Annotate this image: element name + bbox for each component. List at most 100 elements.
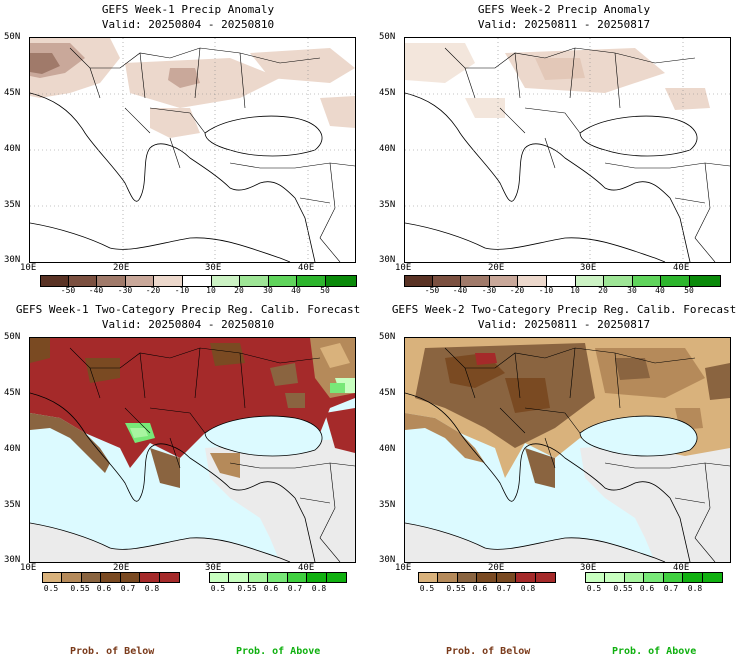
lon-label-20e: 20E <box>488 563 505 573</box>
lon-label-10e: 10E <box>395 263 412 273</box>
cbar1-label: -20 <box>145 286 161 295</box>
lat-label-35n: 35N <box>379 500 396 510</box>
swatch <box>490 276 518 286</box>
swatch <box>644 573 664 582</box>
below2-label: 0.8 <box>520 584 536 593</box>
prob-above-colorbar-1 <box>209 572 347 583</box>
lon-label-40e: 40E <box>673 263 690 273</box>
swatch <box>62 573 82 582</box>
swatch <box>326 276 356 286</box>
panel-4-valid: Valid: 20250811 - 20250817 <box>477 318 651 331</box>
swatch <box>268 573 288 582</box>
panel-3-title: GEFS Week-1 Two-Category Precip Reg. Cal… <box>15 303 361 316</box>
lat-label-40n: 40N <box>4 444 21 454</box>
below1-label: 0.55 <box>70 584 90 593</box>
cbar1-label: 20 <box>234 286 244 295</box>
swatch <box>43 573 62 582</box>
cbar2-label: 30 <box>627 286 637 295</box>
panel-1-title: GEFS Week-1 Precip Anomaly <box>101 3 275 16</box>
cbar2-label: -50 <box>424 286 440 295</box>
panel-3-valid: Valid: 20250804 - 20250810 <box>101 318 275 331</box>
cbar1-label: 10 <box>206 286 216 295</box>
below2-label: 0.5 <box>419 584 435 593</box>
swatch <box>405 276 433 286</box>
prob-below-colorbar-2 <box>418 572 556 583</box>
lat-label-40n: 40N <box>379 144 396 154</box>
swatch <box>183 276 212 286</box>
lon-label-20e: 20E <box>113 563 130 573</box>
swatch <box>604 276 633 286</box>
lat-label-35n: 35N <box>4 200 21 210</box>
swatch <box>586 573 605 582</box>
panel-1-valid: Valid: 20250804 - 20250810 <box>101 18 275 31</box>
cbar2-label: -20 <box>509 286 525 295</box>
map-week2-anomaly <box>404 37 731 263</box>
lat-label-30n: 30N <box>4 255 21 265</box>
swatch <box>547 276 576 286</box>
panel-2-valid: Valid: 20250811 - 20250817 <box>477 18 651 31</box>
swatch <box>41 276 69 286</box>
lat-label-30n: 30N <box>379 555 396 565</box>
above2-label: 0.7 <box>663 584 679 593</box>
lat-label-50n: 50N <box>4 32 21 42</box>
map-week1-anomaly <box>29 37 356 263</box>
swatch <box>458 573 477 582</box>
below1-label: 0.8 <box>144 584 160 593</box>
cbar2-label: -40 <box>452 286 468 295</box>
swatch <box>419 573 438 582</box>
lon-label-30e: 30E <box>580 563 597 573</box>
panel-2-title: GEFS Week-2 Precip Anomaly <box>477 3 651 16</box>
lon-label-10e: 10E <box>20 263 37 273</box>
lon-label-30e: 30E <box>205 263 222 273</box>
lon-label-40e: 40E <box>673 563 690 573</box>
swatch <box>229 573 249 582</box>
cbar2-label: -30 <box>481 286 497 295</box>
cbar2-label: 40 <box>655 286 665 295</box>
swatch <box>140 573 160 582</box>
swatch <box>297 276 326 286</box>
lat-label-50n: 50N <box>379 32 396 42</box>
swatch <box>461 276 490 286</box>
map-week2-prob <box>404 337 731 563</box>
swatch <box>605 573 625 582</box>
prob-above-label: Prob. of Above <box>236 646 321 657</box>
panel-4-title: GEFS Week-2 Two-Category Precip Reg. Cal… <box>391 303 737 316</box>
swatch <box>683 573 703 582</box>
swatch <box>664 573 683 582</box>
swatch <box>536 573 555 582</box>
above1-label: 0.7 <box>287 584 303 593</box>
swatch <box>69 276 97 286</box>
swatch <box>497 573 516 582</box>
lat-label-45n: 45N <box>379 388 396 398</box>
cbar2-label: -10 <box>538 286 554 295</box>
swatch <box>477 573 497 582</box>
below2-label: 0.7 <box>496 584 512 593</box>
swatch <box>154 276 183 286</box>
above2-label: 0.6 <box>639 584 655 593</box>
swatch <box>249 573 268 582</box>
above1-label: 0.5 <box>210 584 226 593</box>
above2-label: 0.8 <box>687 584 703 593</box>
prob-below-colorbar-1 <box>42 572 180 583</box>
prob-above-label: Prob. of Above <box>612 646 697 657</box>
swatch <box>126 276 154 286</box>
cbar1-label: -40 <box>88 286 104 295</box>
above2-label: 0.55 <box>613 584 633 593</box>
swatch <box>101 573 121 582</box>
swatch <box>160 573 179 582</box>
swatch <box>82 573 101 582</box>
swatch <box>633 276 661 286</box>
map-week1-prob <box>29 337 356 563</box>
prob-below-label: Prob. of Below <box>446 646 531 657</box>
prob-above-colorbar-2 <box>585 572 723 583</box>
lat-label-30n: 30N <box>4 555 21 565</box>
cbar1-label: -50 <box>60 286 76 295</box>
cbar1-label: -30 <box>117 286 133 295</box>
below1-label: 0.6 <box>96 584 112 593</box>
lat-label-45n: 45N <box>4 388 21 398</box>
cbar1-label: 40 <box>291 286 301 295</box>
lat-label-50n: 50N <box>4 332 21 342</box>
lat-label-30n: 30N <box>379 255 396 265</box>
above1-label: 0.55 <box>237 584 257 593</box>
swatch <box>433 276 461 286</box>
